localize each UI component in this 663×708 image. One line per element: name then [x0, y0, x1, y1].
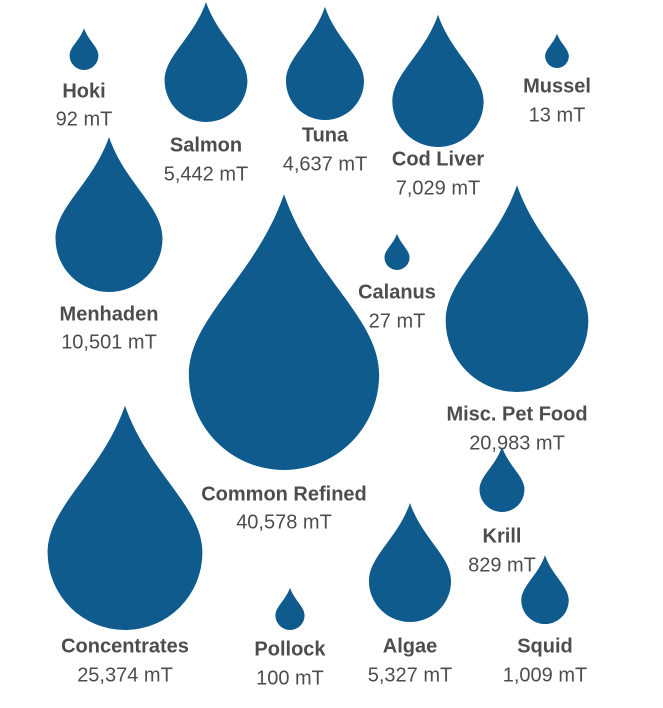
drop — [445, 185, 589, 392]
drop — [392, 14, 484, 147]
category-label: Tuna — [302, 124, 349, 146]
value-label: 13 mT — [529, 104, 586, 126]
value-label: 20,983 mT — [469, 432, 565, 454]
value-label: 1,009 mT — [503, 664, 587, 686]
category-label: Common Refined — [201, 483, 367, 505]
value-label: 27 mT — [369, 310, 426, 332]
drop — [521, 555, 569, 624]
drop — [368, 502, 452, 622]
value-label: 100 mT — [256, 667, 324, 689]
value-label: 829 mT — [468, 554, 536, 576]
drop — [69, 28, 99, 70]
category-label: Menhaden — [60, 303, 159, 325]
drop — [55, 136, 163, 292]
category-label: Squid — [517, 635, 573, 657]
drop — [188, 194, 380, 470]
category-label: Hoki — [62, 80, 105, 102]
drop — [275, 587, 305, 630]
drop — [47, 405, 203, 631]
category-label: Misc. Pet Food — [446, 403, 587, 425]
value-label: 40,578 mT — [236, 511, 332, 533]
drop — [384, 233, 410, 270]
drop — [164, 2, 248, 122]
drop — [479, 446, 525, 512]
category-label: Mussel — [523, 75, 591, 97]
category-label: Pollock — [254, 638, 326, 660]
category-label: Concentrates — [61, 635, 189, 657]
value-label: 5,442 mT — [164, 163, 248, 185]
value-label: 25,374 mT — [77, 664, 173, 686]
value-label: 92 mT — [56, 108, 113, 130]
value-label: 10,501 mT — [61, 331, 157, 353]
category-label: Salmon — [170, 134, 242, 156]
category-label: Algae — [383, 635, 437, 657]
value-label: 7,029 mT — [396, 177, 480, 199]
drop — [545, 33, 569, 68]
category-label: Calanus — [358, 281, 436, 303]
category-label: Cod Liver — [392, 148, 484, 170]
value-label: 4,637 mT — [283, 153, 367, 175]
drop — [285, 6, 365, 121]
value-label: 5,327 mT — [368, 664, 452, 686]
category-label: Krill — [483, 525, 522, 547]
